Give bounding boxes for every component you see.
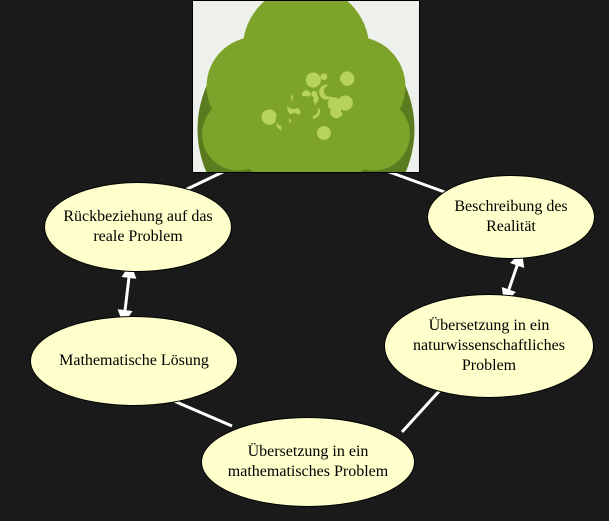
fractal-photo — [192, 0, 420, 173]
node-beschreibung: Beschreibung des Realität — [427, 175, 595, 259]
node-label: Beschreibung des Realität — [442, 197, 580, 237]
node-label: Übersetzung in ein naturwissenschaftlich… — [399, 316, 579, 376]
diagram-stage: Rückbeziehung auf das reale Problem Besc… — [0, 0, 609, 521]
romanesco-icon — [193, 1, 419, 172]
node-uebersetzung-math: Übersetzung in ein mathematisches Proble… — [201, 417, 415, 507]
edge-naturw-to-math — [402, 388, 442, 432]
node-label: Rückbeziehung auf das reale Problem — [59, 207, 217, 247]
edge-besch-to-naturw — [506, 257, 520, 298]
node-rueckbeziehung: Rückbeziehung auf das reale Problem — [44, 182, 232, 272]
edge-loesung-to-rueck — [124, 269, 130, 319]
edge-math-to-loesung — [167, 398, 232, 426]
node-math-loesung: Mathematische Lösung — [30, 316, 238, 406]
node-label: Mathematische Lösung — [59, 351, 209, 371]
node-label: Übersetzung in ein mathematisches Proble… — [216, 442, 400, 482]
edge-photo-to-rueck — [183, 170, 227, 191]
edge-photo-to-besch — [384, 170, 450, 194]
node-uebersetzung-naturwiss: Übersetzung in ein naturwissenschaftlich… — [384, 294, 594, 398]
